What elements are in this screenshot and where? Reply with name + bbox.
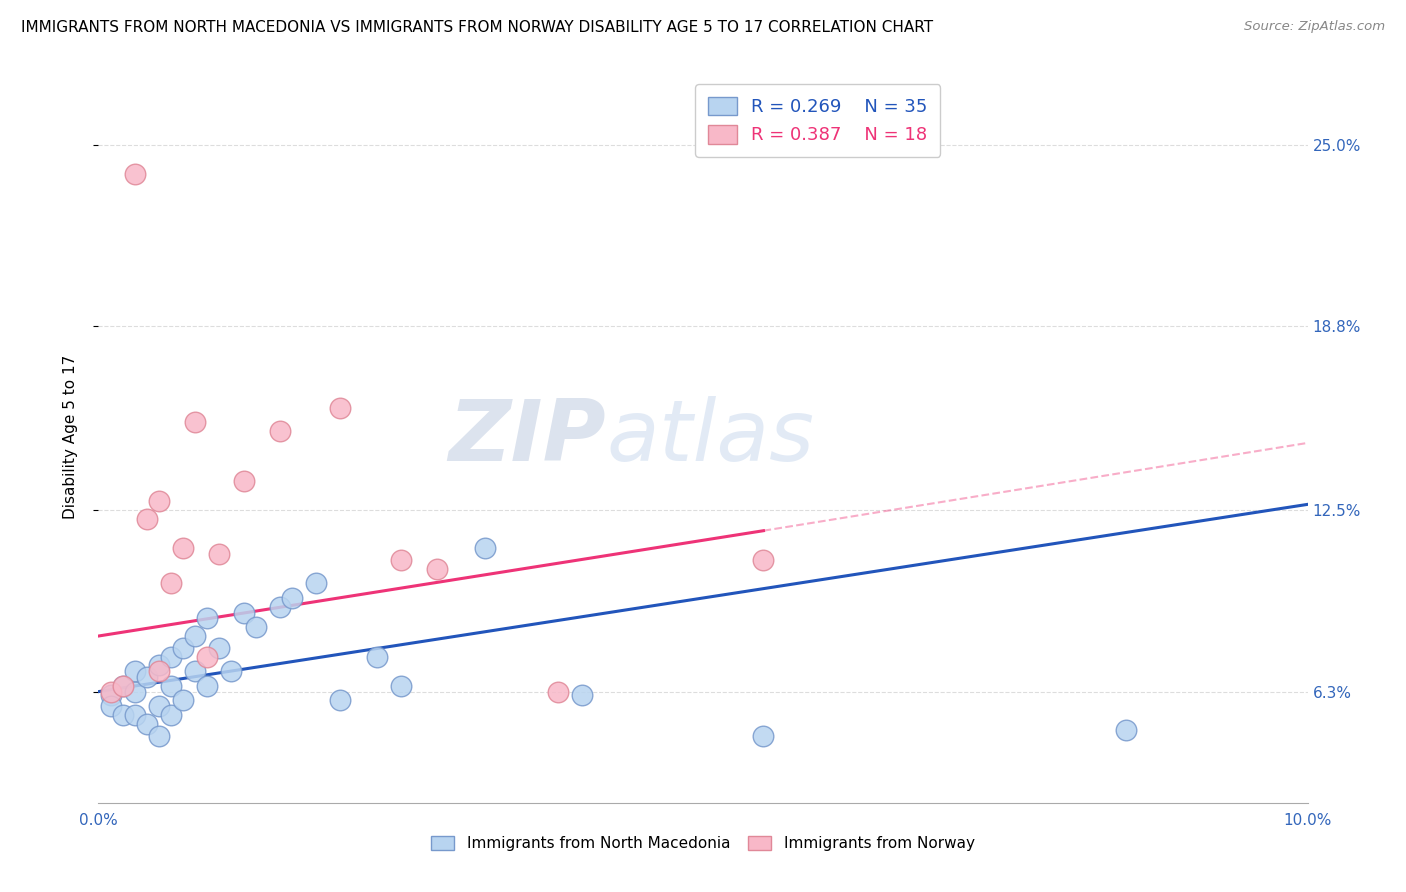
Point — [135, 512, 157, 526]
Point — [184, 416, 207, 430]
Point — [547, 684, 569, 698]
Point — [208, 640, 231, 655]
Point — [111, 679, 134, 693]
Point — [148, 658, 170, 673]
Point — [1115, 723, 1137, 737]
Point — [172, 541, 194, 556]
Point — [160, 708, 183, 723]
Point — [281, 591, 304, 605]
Point — [100, 699, 122, 714]
Point — [195, 611, 218, 625]
Point — [148, 494, 170, 508]
Point — [329, 401, 352, 415]
Point — [148, 729, 170, 743]
Text: IMMIGRANTS FROM NORTH MACEDONIA VS IMMIGRANTS FROM NORWAY DISABILITY AGE 5 TO 17: IMMIGRANTS FROM NORTH MACEDONIA VS IMMIG… — [21, 20, 934, 35]
Point — [100, 688, 122, 702]
Text: atlas: atlas — [606, 395, 814, 479]
Point — [184, 629, 207, 643]
Point — [172, 640, 194, 655]
Point — [172, 693, 194, 707]
Point — [305, 576, 328, 591]
Point — [148, 664, 170, 678]
Legend: Immigrants from North Macedonia, Immigrants from Norway: Immigrants from North Macedonia, Immigra… — [426, 830, 980, 857]
Point — [111, 679, 134, 693]
Point — [160, 649, 183, 664]
Point — [245, 620, 267, 634]
Point — [208, 547, 231, 561]
Point — [160, 679, 183, 693]
Text: ZIP: ZIP — [449, 395, 606, 479]
Point — [426, 562, 449, 576]
Point — [195, 679, 218, 693]
Point — [135, 670, 157, 684]
Point — [124, 167, 146, 181]
Point — [269, 599, 291, 614]
Point — [269, 424, 291, 438]
Point — [111, 708, 134, 723]
Point — [184, 664, 207, 678]
Point — [221, 664, 243, 678]
Point — [100, 684, 122, 698]
Point — [366, 649, 388, 664]
Point — [389, 679, 412, 693]
Point — [752, 729, 775, 743]
Point — [135, 716, 157, 731]
Point — [195, 649, 218, 664]
Point — [160, 576, 183, 591]
Point — [232, 474, 254, 488]
Point — [124, 684, 146, 698]
Point — [571, 688, 593, 702]
Point — [752, 553, 775, 567]
Point — [232, 606, 254, 620]
Text: Source: ZipAtlas.com: Source: ZipAtlas.com — [1244, 20, 1385, 33]
Point — [474, 541, 496, 556]
Point — [124, 664, 146, 678]
Point — [148, 699, 170, 714]
Point — [124, 708, 146, 723]
Point — [389, 553, 412, 567]
Y-axis label: Disability Age 5 to 17: Disability Age 5 to 17 — [63, 355, 77, 519]
Point — [329, 693, 352, 707]
